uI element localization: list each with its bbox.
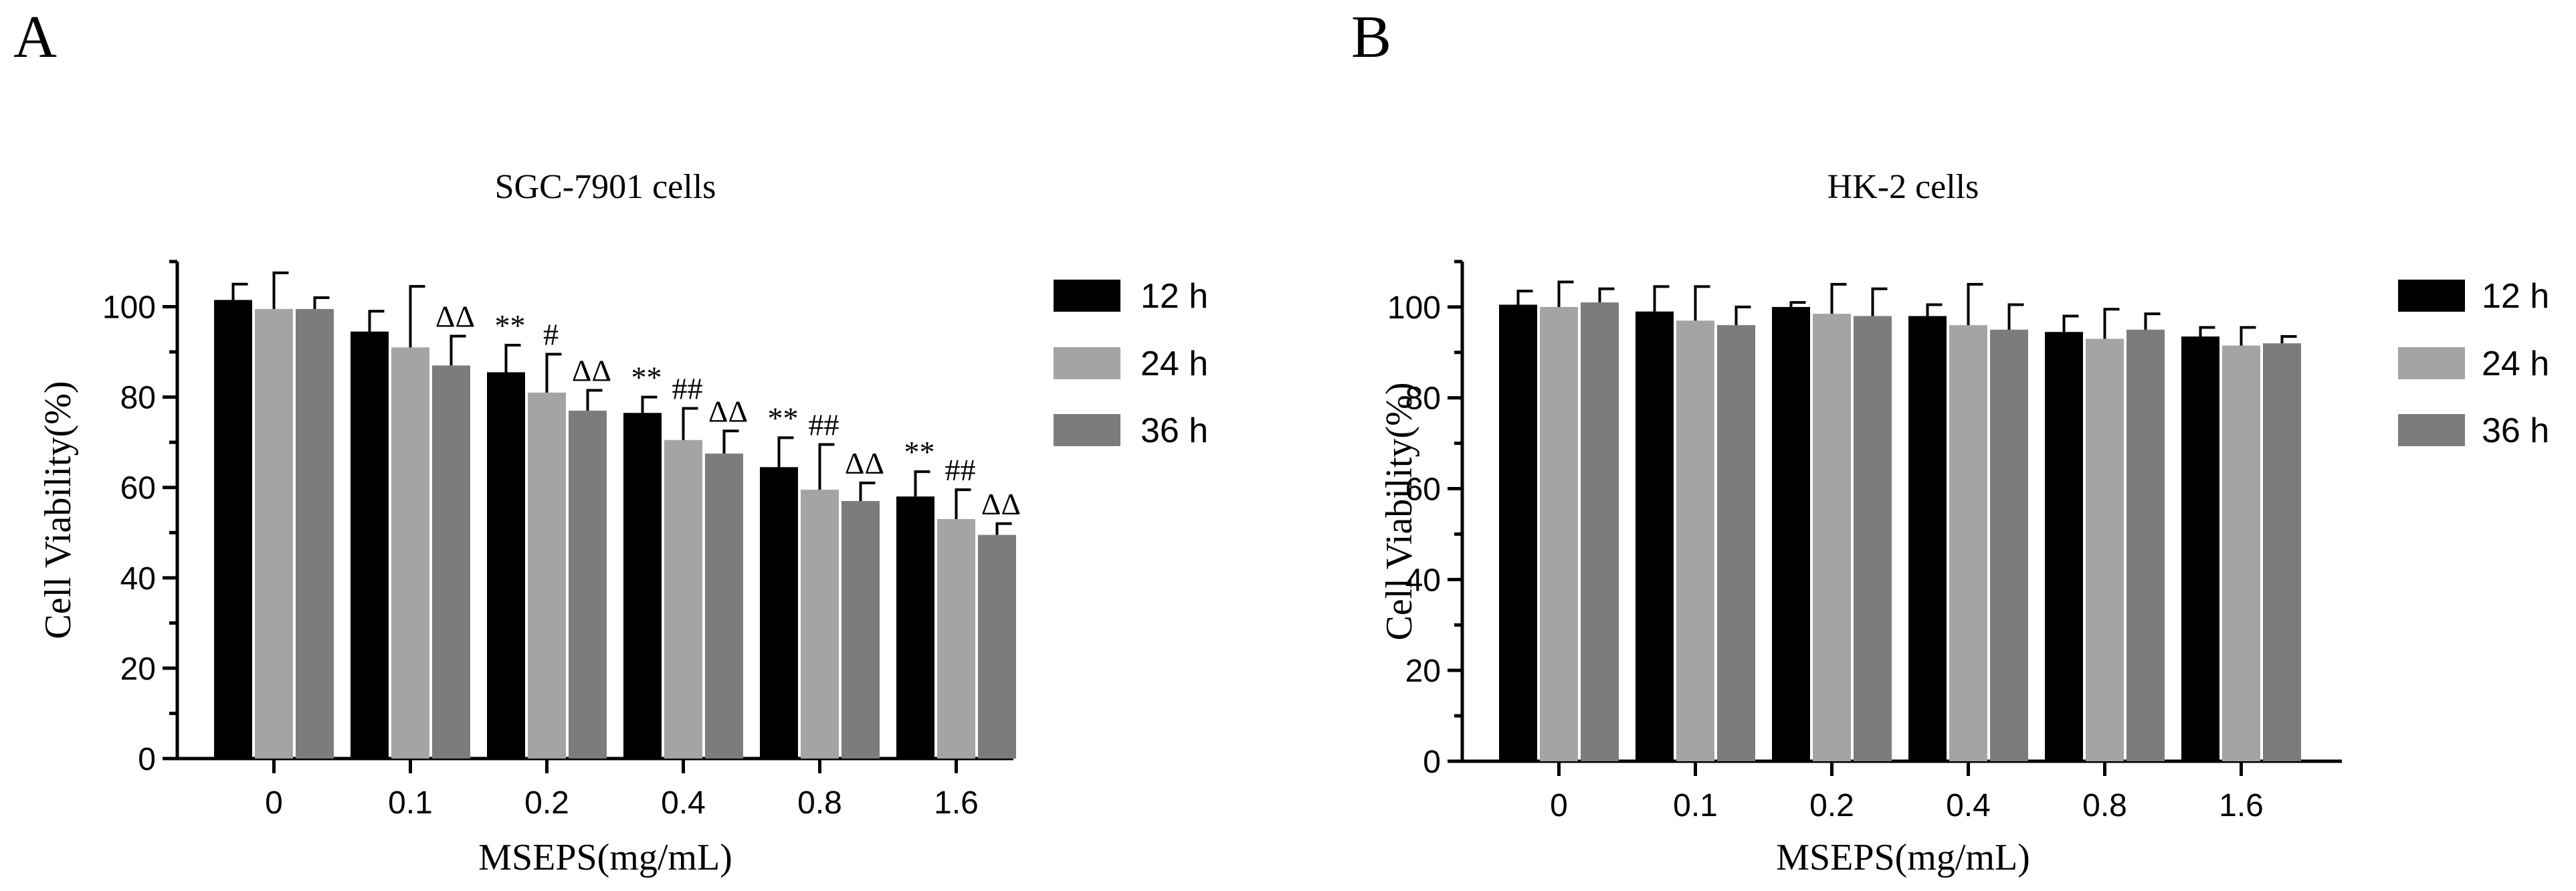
legend-label: 36 h [1141,411,1208,450]
x-tick-label: 0.1 [1673,788,1718,823]
bar-24h-0 [255,308,293,759]
legend-label: 36 h [2482,411,2549,450]
bar-36h-0.4 [705,454,743,759]
bar-24h-0.8 [801,490,839,759]
bar-24h-1.6 [937,519,975,759]
significance-marker: ## [809,408,839,442]
significance-marker: ** [631,361,662,395]
bar-24h-0.1 [391,347,429,759]
bar-12h-0.8 [2045,332,2083,761]
legend-swatch-36h [2398,414,2465,446]
legend-label: 24 h [2482,344,2549,383]
x-tick-label: 1.6 [934,785,979,821]
significance-marker: ** [495,308,526,342]
bar-24h-0.1 [1676,320,1714,761]
y-tick-label: 80 [120,381,156,416]
y-tick-label: 0 [1423,745,1441,780]
bar-12h-0.4 [1908,316,1947,761]
y-tick-label: 60 [1405,472,1441,508]
bar-12h-0.2 [487,372,525,759]
bar-36h-0.1 [1717,325,1755,761]
x-axis-label: MSEPS(mg/mL) [1776,837,2030,878]
significance-marker: ΔΔ [572,354,611,388]
bar-24h-0.2 [528,392,566,759]
chart-title: SGC-7901 cells [495,168,716,206]
panel-label: B [1351,4,1391,70]
x-tick-label: 0.2 [524,785,569,821]
significance-marker: ΔΔ [845,446,884,480]
significance-marker: ## [672,372,703,406]
bar-36h-0.2 [569,410,607,759]
bar-12h-0.1 [1636,311,1674,761]
y-tick-label: 40 [120,561,156,597]
x-tick-label: 0.8 [797,785,842,821]
y-axis-label: Cell Viability(%) [37,381,79,639]
bar-24h-0 [1540,306,1578,762]
bar-36h-1.6 [2263,343,2301,761]
bar-24h-1.6 [2222,345,2260,761]
x-tick-label: 0.4 [1946,788,1991,823]
y-tick-label: 0 [138,742,156,777]
y-axis-label: Cell Viability(%) [1379,383,1420,641]
bar-12h-0.8 [760,467,798,759]
x-tick-label: 0 [265,785,283,821]
x-tick-label: 1.6 [2219,788,2264,823]
bar-36h-0.4 [1990,329,2028,761]
x-tick-label: 0.8 [2082,788,2127,823]
legend-swatch-24h [1054,347,1120,379]
x-tick-label: 0.1 [388,785,433,821]
bar-12h-0 [1499,304,1537,761]
significance-marker: ΔΔ [435,299,475,333]
bar-12h-0 [214,300,252,759]
y-tick-label: 20 [1405,654,1441,689]
y-tick-label: 40 [1405,563,1441,598]
bar-36h-0 [296,308,334,759]
x-tick-label: 0.2 [1809,788,1854,823]
bar-36h-0 [1581,302,1619,762]
bar-36h-0.8 [2126,329,2165,761]
bar-24h-0.8 [2086,338,2124,762]
y-tick-label: 80 [1405,381,1441,417]
legend-label: 24 h [1141,344,1208,383]
y-tick-label: 100 [102,290,156,326]
panel-label: A [13,4,57,70]
bar-24h-0.4 [664,439,702,759]
bar-12h-0.2 [1772,306,1810,762]
chart-panel-b: B HK-2 cells 0 20 40 60 80 100 0 0.1 0.2 0.4 0.8 1.6 M… [1351,4,2549,878]
bar-36h-0.2 [1854,316,1892,761]
legend-swatch-36h [1054,414,1120,446]
significance-marker: ** [768,401,799,435]
legend-label: 12 h [1141,277,1208,316]
bar-12h-1.6 [2181,336,2219,761]
bar-12h-0.4 [623,413,662,759]
legend-swatch-12h [1054,280,1120,312]
x-axis-label: MSEPS(mg/mL) [478,837,732,878]
significance-marker: ΔΔ [981,487,1021,521]
legend-label: 12 h [2482,277,2549,316]
significance-marker: # [543,317,559,351]
bar-24h-0.2 [1813,314,1851,761]
significance-marker: ## [945,453,976,487]
x-tick-label: 0 [1550,788,1568,823]
bar-24h-0.4 [1949,325,1987,761]
bar-12h-1.6 [896,496,934,759]
y-tick-label: 20 [120,652,156,687]
significance-marker: ΔΔ [708,394,748,428]
legend-swatch-24h [2398,347,2465,379]
y-tick-label: 100 [1387,290,1441,326]
bar-36h-1.6 [978,534,1016,759]
bar-12h-0.1 [351,331,389,759]
significance-marker: ** [904,435,935,469]
chart-title: HK-2 cells [1827,168,1979,206]
y-tick-label: 60 [120,471,156,506]
bar-36h-0.8 [841,500,880,759]
chart-panel-a: A SGC-7901 cells 0 20 40 60 80 100 0 0.1 0.2 0.4 0.8… [13,4,1208,878]
x-tick-label: 0.4 [661,785,706,821]
bar-36h-0.1 [432,365,470,759]
legend-swatch-12h [2398,280,2465,312]
